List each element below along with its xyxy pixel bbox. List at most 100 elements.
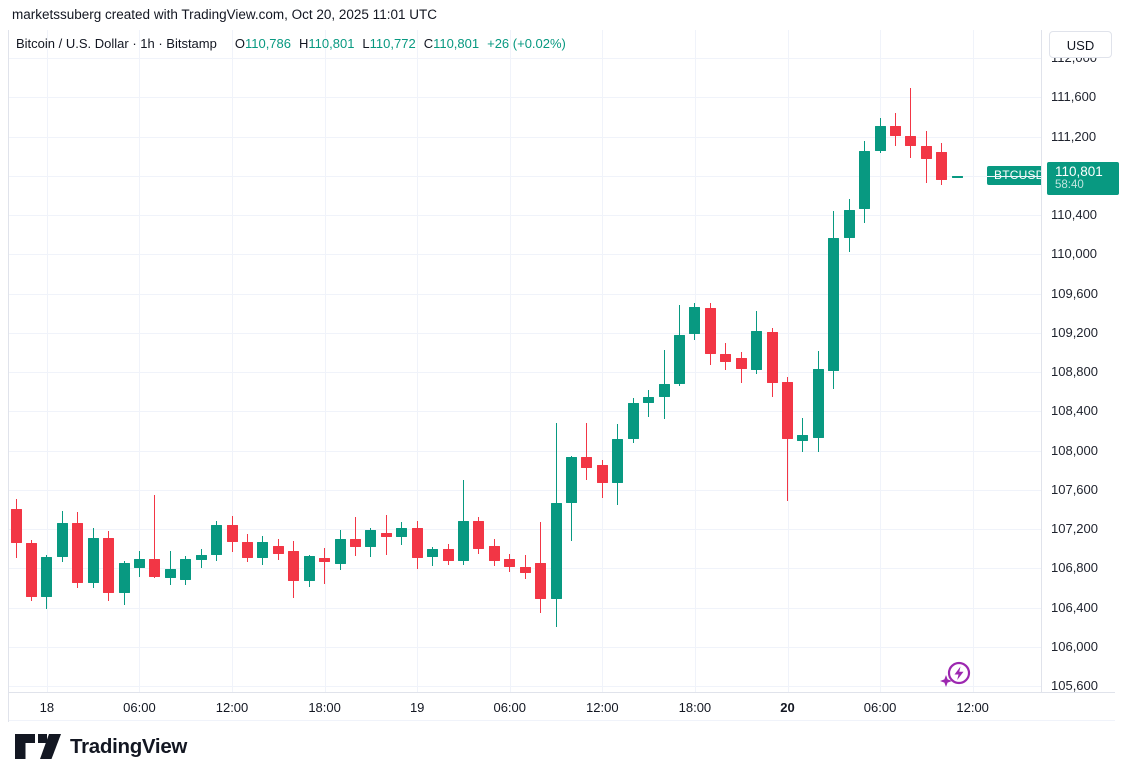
candle-body — [457, 521, 469, 562]
candle-body — [365, 529, 377, 547]
candle-body — [473, 521, 485, 549]
candle-body — [226, 525, 238, 542]
candle-body — [334, 538, 346, 565]
currency-button[interactable]: USD — [1049, 31, 1112, 58]
time-tick-label: 12:00 — [586, 700, 619, 715]
candle-body — [751, 330, 763, 371]
price-tick-label: 111,600 — [1051, 89, 1097, 105]
open-label: O — [234, 36, 245, 51]
candle-body — [118, 563, 130, 593]
price-tick-label: 110,000 — [1051, 246, 1098, 262]
candle-body — [303, 556, 315, 581]
candle-body — [920, 146, 932, 160]
symbol-legend[interactable]: Bitcoin / U.S. Dollar · 1h · Bitstamp O 11… — [16, 36, 566, 51]
v-gridline — [417, 30, 419, 692]
candle-body — [890, 125, 901, 136]
tradingview-logo-icon — [15, 734, 61, 759]
symbol-title: Bitcoin / U.S. Dollar · 1h · Bitstamp — [16, 36, 217, 51]
h-gridline — [9, 607, 1041, 609]
candle-body — [612, 438, 624, 483]
candle-body — [565, 457, 577, 504]
bar-countdown: 58:40 — [1055, 179, 1084, 192]
candle-body — [319, 558, 331, 563]
v-gridline — [880, 30, 882, 692]
price-tick-label: 108,400 — [1051, 403, 1098, 419]
high-value: 110,801 — [308, 36, 355, 51]
candle-body — [519, 567, 531, 574]
candle-body — [859, 151, 871, 210]
candle-body — [396, 528, 408, 537]
price-axis[interactable]: USD 110,801 58:40 105,600 106,000 106,400 1… — [1041, 30, 1119, 693]
candle-body — [535, 563, 547, 599]
candle-body — [936, 152, 948, 180]
candle-body — [643, 396, 655, 404]
candle-body — [689, 307, 701, 334]
h-gridline — [9, 254, 1041, 256]
candle-body — [735, 358, 747, 370]
candle-wick — [524, 554, 526, 580]
candle-body — [41, 557, 53, 597]
time-axis[interactable]: 18 06:00 12:00 18:00 19 06:00 12:00 18:00 20 06:0… — [9, 692, 1115, 721]
candle-body — [504, 559, 516, 568]
candle-body — [704, 308, 716, 355]
h-gridline — [9, 175, 1041, 177]
time-tick-label: 18:00 — [308, 700, 341, 715]
candle-body — [828, 237, 840, 371]
candle-wick — [354, 517, 356, 557]
h-gridline — [9, 332, 1041, 334]
v-gridline — [139, 30, 141, 692]
time-tick-label: 18 — [39, 700, 55, 715]
candle-body — [411, 528, 423, 559]
price-tick-label: 111,200 — [1051, 128, 1097, 144]
time-tick-label: 18:00 — [678, 700, 712, 715]
candle-body — [581, 457, 593, 469]
candle-wick — [787, 376, 788, 501]
h-gridline — [9, 411, 1041, 413]
time-tick-label: 20 — [780, 700, 795, 715]
candle-body — [195, 555, 207, 561]
candle-body — [56, 523, 68, 558]
flash-event-icon[interactable] — [939, 658, 973, 692]
candle-body — [272, 545, 284, 554]
candle-body — [766, 331, 778, 383]
close-label: C — [423, 36, 434, 51]
candle-body — [550, 503, 562, 599]
low-value: 110,772 — [369, 36, 416, 51]
time-tick-label: 12:00 — [956, 700, 989, 715]
candle-body — [673, 334, 685, 384]
price-tick-label: 107,200 — [1051, 521, 1098, 536]
candle-wick — [648, 389, 650, 418]
v-gridline — [787, 30, 789, 692]
candle-wick — [586, 423, 588, 480]
candle-body — [180, 559, 192, 580]
price-tick-label: 109,200 — [1051, 324, 1098, 340]
price-tick-label: 108,000 — [1051, 442, 1098, 458]
candle-body — [874, 125, 886, 152]
price-chart-pane[interactable]: Bitcoin / U.S. Dollar · 1h · Bitstamp O 11… — [9, 30, 1041, 692]
candle-wick — [910, 88, 912, 159]
candle-body — [658, 383, 670, 397]
price-tick-label: 107,600 — [1051, 481, 1098, 497]
candle-body — [951, 175, 963, 178]
candle-body — [211, 525, 223, 556]
candle-body — [797, 434, 809, 441]
time-tick-label: 06:00 — [493, 700, 527, 715]
candle-wick — [324, 547, 326, 584]
candle-body — [442, 548, 454, 562]
time-tick-label: 06:00 — [123, 700, 156, 715]
candle-body — [133, 559, 145, 569]
candle-body — [427, 548, 439, 558]
candle-body — [288, 550, 300, 581]
low-label: L — [362, 36, 370, 51]
candle-body — [905, 135, 917, 147]
footer: TradingView — [14, 733, 187, 760]
v-gridline — [509, 30, 511, 692]
v-gridline — [324, 30, 326, 692]
h-gridline — [9, 529, 1041, 530]
candle-body — [380, 532, 392, 537]
last-price-value: 110,801 — [1055, 163, 1103, 179]
price-tick-label: 109,600 — [1051, 285, 1098, 301]
h-gridline — [9, 489, 1041, 491]
last-price-badge: 110,801 58:40 — [1047, 161, 1119, 196]
chart-widget: Bitcoin / U.S. Dollar · 1h · Bitstamp O 11… — [8, 30, 1119, 722]
